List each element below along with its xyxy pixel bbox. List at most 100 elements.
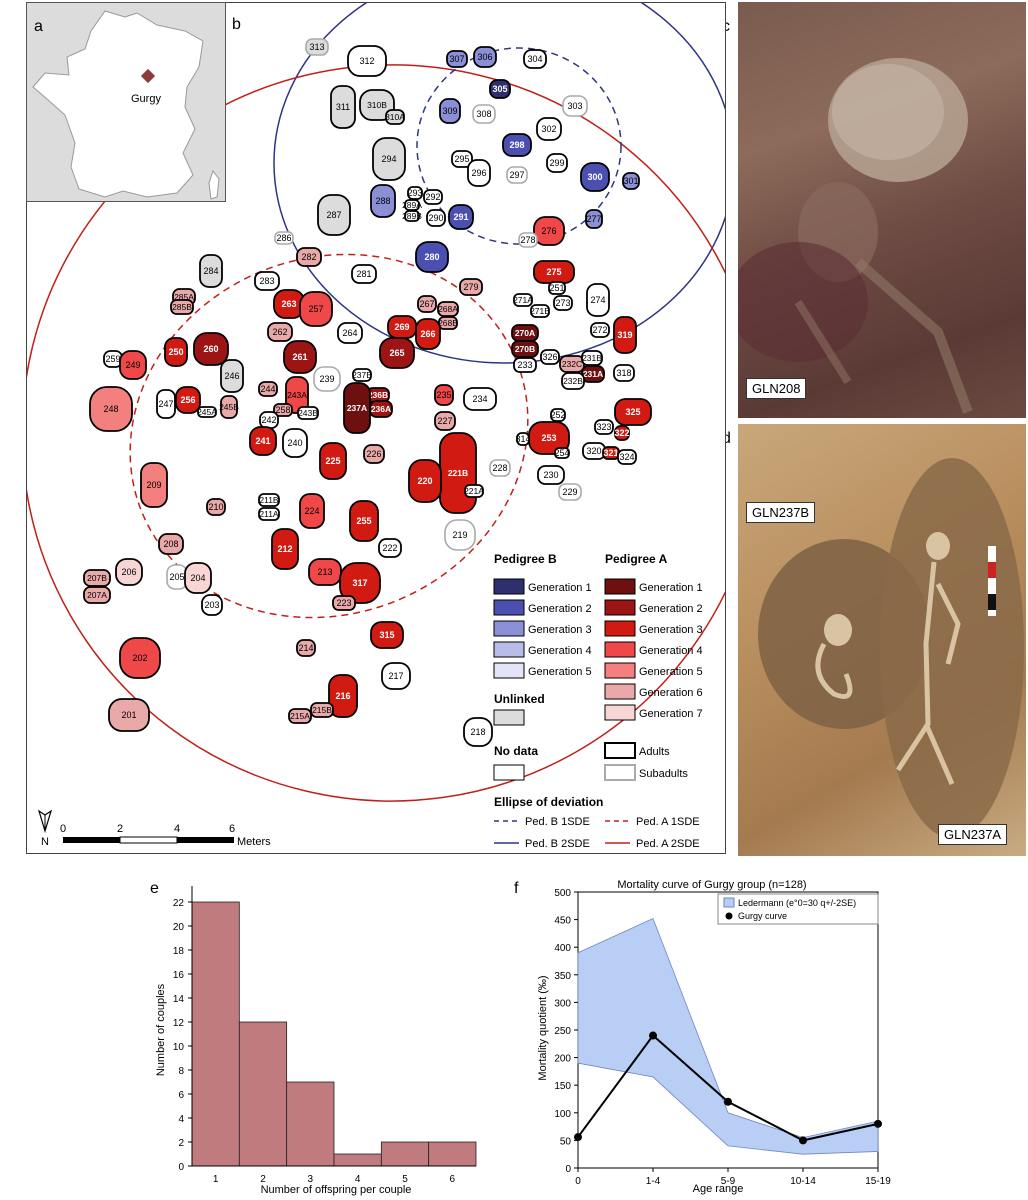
grave-312: 312 bbox=[347, 45, 387, 77]
grave-label: 247 bbox=[158, 399, 173, 409]
grave-shape bbox=[267, 322, 293, 342]
y-tick-label: 12 bbox=[173, 1018, 185, 1029]
grave-shape bbox=[119, 350, 147, 380]
x-tick-label: 5 bbox=[402, 1174, 408, 1185]
grave-283: 283 bbox=[254, 271, 280, 291]
legend-label: Generation 2 bbox=[528, 603, 592, 615]
grave-shape bbox=[288, 708, 312, 724]
y-tick-label: 50 bbox=[560, 1136, 572, 1147]
grave-label: 309 bbox=[442, 106, 457, 116]
grave-shape bbox=[561, 372, 585, 390]
map-legend: Pedigree B Pedigree A Generation 1Genera… bbox=[493, 552, 703, 850]
grave-shape bbox=[299, 291, 333, 327]
grave-label: 222 bbox=[382, 543, 397, 553]
grave-292: 292 bbox=[423, 189, 443, 205]
grave-label: 227 bbox=[437, 416, 452, 426]
grave-shape bbox=[369, 400, 393, 418]
grave-label: 320 bbox=[586, 446, 601, 456]
grave-label: 291 bbox=[453, 212, 468, 222]
y-tick-label: 300 bbox=[554, 998, 571, 1009]
grave-254: 254 bbox=[554, 447, 570, 459]
grave-281: 281 bbox=[351, 264, 377, 284]
grave-241: 241 bbox=[249, 426, 277, 456]
grave-label: 279 bbox=[463, 282, 478, 292]
scale-bar: N 0 2 4 6 Meters bbox=[37, 809, 271, 848]
grave-label: 310A bbox=[385, 112, 405, 122]
grave-221B: 221B bbox=[439, 432, 477, 514]
bar-3 bbox=[286, 1081, 335, 1167]
grave-315: 315 bbox=[370, 621, 404, 649]
grave-271B: 271B bbox=[530, 304, 550, 318]
grave-279: 279 bbox=[459, 278, 483, 296]
grave-label: 248 bbox=[103, 404, 118, 414]
grave-shape bbox=[249, 426, 277, 456]
grave-shape bbox=[489, 79, 511, 99]
grave-239: 239 bbox=[313, 366, 341, 392]
grave-226: 226 bbox=[363, 444, 385, 464]
corsica-outline bbox=[208, 169, 220, 200]
grave-shape bbox=[404, 210, 420, 222]
grave-284: 284 bbox=[199, 254, 223, 288]
grave-215A: 215A bbox=[288, 708, 312, 724]
x-tick-label: 2 bbox=[260, 1174, 266, 1185]
grave-label: 239 bbox=[319, 374, 334, 384]
grave-label: 324 bbox=[619, 452, 634, 462]
grave-271A: 271A bbox=[513, 293, 533, 307]
photo-d-label-top: GLN237B bbox=[746, 502, 816, 523]
grave-259: 259 bbox=[103, 350, 123, 368]
grave-shape bbox=[459, 278, 483, 296]
chart-f-xlabel: Age range bbox=[693, 1183, 744, 1195]
grave-shape bbox=[562, 95, 588, 117]
grave-label: 236A bbox=[371, 404, 391, 414]
chart-e-x-axis: 1 2 3 4 5 6 bbox=[192, 1165, 476, 1185]
grave-label: 305 bbox=[492, 84, 507, 94]
grave-232C: 232C bbox=[559, 355, 585, 373]
grave-269: 269 bbox=[387, 315, 417, 339]
grave-label: 207A bbox=[87, 590, 107, 600]
grave-shape bbox=[622, 172, 640, 190]
grave-shape bbox=[548, 281, 566, 295]
grave-243A: 243A bbox=[285, 376, 309, 414]
grave-213: 213 bbox=[308, 558, 342, 586]
grave-234: 234 bbox=[463, 387, 497, 411]
grave-label: 252 bbox=[550, 410, 565, 420]
grave-shape bbox=[415, 318, 441, 350]
grave-shape bbox=[613, 316, 637, 354]
chart-f-title: Mortality curve of Gurgy group (n=128) bbox=[617, 879, 806, 891]
grave-290: 290 bbox=[426, 209, 446, 227]
grave-shape bbox=[423, 189, 443, 205]
grave-276: 276 bbox=[533, 216, 565, 246]
grave-label: 241 bbox=[255, 436, 270, 446]
grave-label: 213 bbox=[317, 567, 332, 577]
grave-321: 321 bbox=[602, 446, 620, 460]
grave-shape bbox=[417, 295, 437, 313]
grave-label: 285A bbox=[174, 292, 194, 302]
grave-label: 301 bbox=[623, 176, 638, 186]
y-tick-label: 0 bbox=[565, 1164, 571, 1175]
y-tick-label: 8 bbox=[178, 1066, 184, 1077]
grave-label: 304 bbox=[527, 54, 542, 64]
grave-label: 275 bbox=[546, 267, 561, 277]
legend-label: Generation 4 bbox=[639, 645, 703, 657]
grave-285B: 285B bbox=[170, 299, 194, 315]
grave-label: 293 bbox=[407, 188, 422, 198]
grave-324: 324 bbox=[617, 449, 637, 465]
grave-308: 308 bbox=[472, 104, 496, 124]
grave-265: 265 bbox=[379, 337, 415, 369]
grave-label: 251 bbox=[549, 283, 564, 293]
north-label: N bbox=[41, 836, 49, 848]
x-tick-label: 4 bbox=[355, 1174, 361, 1185]
grave-shape bbox=[613, 364, 635, 382]
chart-f-legend-box bbox=[717, 893, 879, 925]
legend-ped-b-2sde-label: Ped. B 2SDE bbox=[525, 838, 590, 850]
panel-letter-f: f bbox=[514, 880, 519, 897]
grave-310B: 310B bbox=[359, 89, 395, 121]
photo-c-illustration bbox=[738, 58, 973, 414]
grave-label: 289B bbox=[402, 211, 422, 221]
y-tick-label: 16 bbox=[173, 970, 185, 981]
x-tick-label: 10-14 bbox=[790, 1176, 816, 1187]
grave-261: 261 bbox=[283, 340, 317, 374]
grave-label: 271A bbox=[513, 295, 533, 305]
grave-label: 313 bbox=[309, 42, 324, 52]
